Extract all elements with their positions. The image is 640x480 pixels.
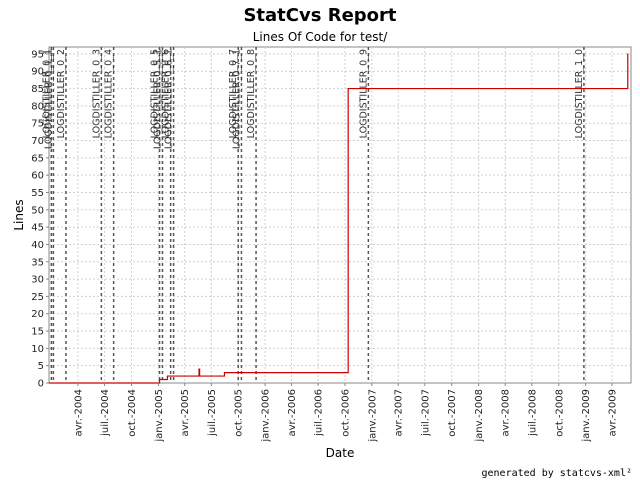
tag-marker-label: LOGDISTILLER_1_0 [574,49,585,138]
tag-marker-label: LOGDISTILLER_0_7 [228,49,239,138]
tag-marker-label: LOGDISTILLER_0_1 [41,49,52,138]
y-tick-label: 35 [31,257,44,268]
tag-marker-label: LOGDISTILLER_0_2 [56,49,67,138]
x-tick-label: juil.-2004 [100,389,111,437]
x-tick-label: janv.-2005 [154,389,165,443]
x-tick-label: avr.-2004 [73,389,84,436]
x-tick-label: oct.-2008 [554,389,565,437]
y-tick-label: 5 [38,361,44,372]
data-point [199,375,201,377]
x-gridlines [77,47,613,383]
data-point [158,378,161,381]
tag-marker-label: LOGDISTILLER_0_7_1 [231,49,242,149]
series-layer [48,53,629,384]
x-tick-label: oct.-2005 [234,389,245,437]
x-tick-label: avr.-2006 [287,389,298,436]
generator-credit: generated by statcvs-xml² [481,468,632,479]
x-tick-label: oct.-2007 [447,389,458,437]
y-axis-ticks: 0 5 10 15 20 25 30 35 40 45 50 55 60 65 70 75 80 85 90 95 [31,49,49,390]
y-tick-label: 0 [38,379,44,390]
tag-marker-label: LOGDISTILLER_0_9 [358,49,369,138]
tag-marker-label: LOGDISTILLER_0_8 [246,49,257,138]
x-tick-label: avr.-2007 [394,389,405,436]
x-tick-label: janv.-2008 [474,389,485,443]
x-tick-label: juil.-2006 [314,389,325,437]
x-tick-label: oct.-2004 [127,389,138,437]
data-point [198,368,200,370]
x-tick-label: avr.-2009 [607,389,618,436]
data-point [627,53,629,55]
y-tick-label: 75 [31,119,44,130]
x-tick-label: janv.-2006 [261,389,272,443]
y-tick-label: 85 [31,84,44,95]
y-tick-label: 15 [31,327,44,338]
data-point [223,372,226,374]
data-point [347,87,349,90]
tag-marker-label: LOGDISTILLER_0_3 [91,49,102,138]
tag-marker-label: LOGDISTILLER_0_6 [161,49,172,138]
x-tick-label: oct.-2006 [340,389,351,437]
y-tick-label: 10 [31,344,44,355]
x-tick-label: avr.-2008 [501,389,512,436]
x-tick-label: janv.-2007 [367,389,378,443]
tag-marker-label: LOGDISTILLER_0_5_1 [152,49,163,149]
x-tick-label: juil.-2008 [527,389,538,437]
plot-area [48,46,632,384]
data-point [166,375,169,377]
chart-subtitle: Lines Of Code for test/ [253,30,388,44]
x-tick-label: avr.-2005 [180,389,191,436]
y-tick-label: 55 [31,188,44,199]
y-tick-label: 25 [31,292,44,303]
y-tick-label: 50 [31,205,44,216]
y-tick-label: 30 [31,275,44,286]
x-tick-label: juil.-2007 [420,389,431,437]
tag-marker-label: LOGDISTILLER_0_1_1 [43,49,54,149]
y-tick-label: 70 [31,136,44,147]
x-axis-label: Date [326,446,355,460]
y-axis-label: Lines [12,199,26,230]
chart-title: StatCvs Report [243,5,396,26]
tag-marker-label: LOGDISTILLER_0_4 [104,49,115,138]
x-tick-label: janv.-2009 [581,389,592,443]
x-axis-ticks: avr.-2004 juil.-2004 oct.-2004 janv.-2005 av… [73,383,618,443]
y-tick-label: 95 [31,49,44,60]
y-tick-label: 40 [31,240,44,251]
y-tick-label: 90 [31,67,44,78]
y-tick-label: 65 [31,153,44,164]
tag-marker-label: LOGDISTILLER_0_6_1 [164,49,175,149]
y-tick-label: 60 [31,171,44,182]
y-tick-label: 20 [31,309,44,320]
tag-marker-label: LOGDISTILLER_0_5 [150,49,161,138]
x-tick-label: juil.-2005 [207,389,218,437]
y-tick-label: 80 [31,101,44,112]
y-tick-label: 45 [31,223,44,234]
